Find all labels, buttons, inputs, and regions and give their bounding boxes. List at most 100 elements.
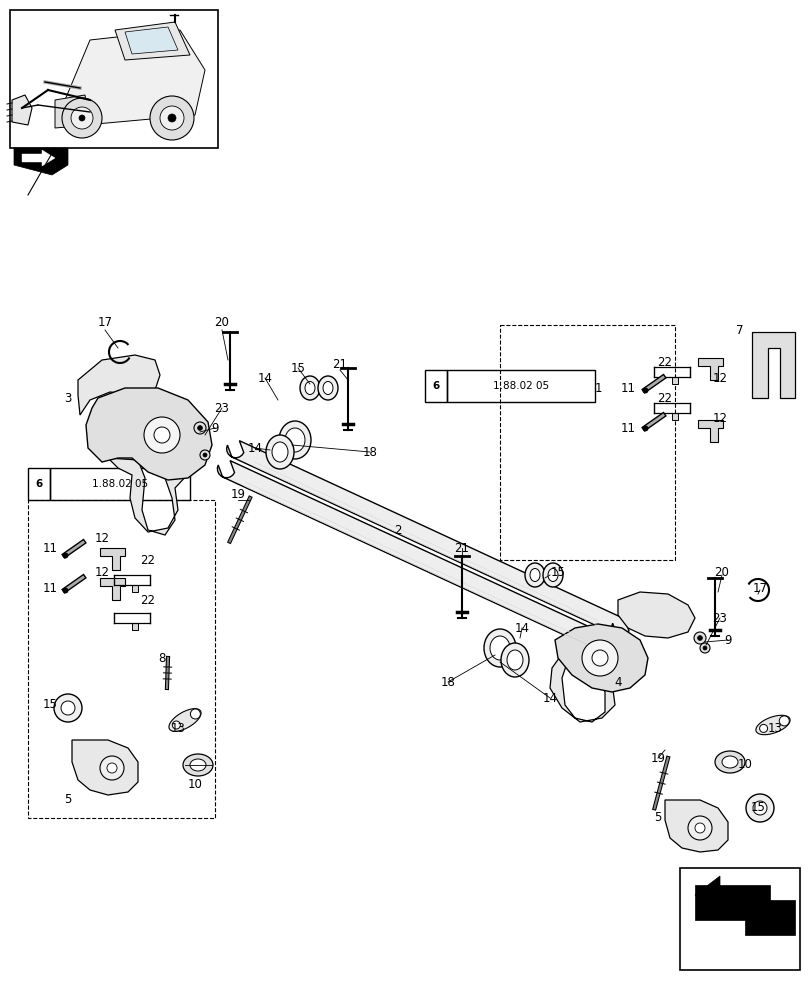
Polygon shape bbox=[115, 22, 190, 60]
Text: 14: 14 bbox=[514, 621, 529, 635]
Ellipse shape bbox=[279, 421, 311, 459]
Ellipse shape bbox=[318, 376, 337, 400]
Polygon shape bbox=[697, 358, 722, 380]
Ellipse shape bbox=[54, 694, 82, 722]
Bar bbox=[679, 868, 799, 970]
Text: 12: 12 bbox=[711, 371, 727, 384]
Ellipse shape bbox=[721, 756, 737, 768]
Ellipse shape bbox=[506, 650, 522, 670]
Circle shape bbox=[203, 453, 207, 457]
Polygon shape bbox=[65, 30, 204, 125]
Text: 1: 1 bbox=[594, 381, 601, 394]
Text: 17: 17 bbox=[97, 316, 113, 328]
Circle shape bbox=[699, 643, 709, 653]
Text: 3: 3 bbox=[64, 391, 71, 404]
Polygon shape bbox=[226, 441, 629, 636]
Text: 15: 15 bbox=[290, 361, 305, 374]
Text: 15: 15 bbox=[42, 698, 58, 712]
Text: 9: 9 bbox=[211, 422, 218, 434]
Circle shape bbox=[591, 650, 607, 666]
Text: 11: 11 bbox=[42, 542, 58, 554]
Text: 17: 17 bbox=[752, 582, 766, 594]
Polygon shape bbox=[108, 458, 190, 535]
Circle shape bbox=[687, 816, 711, 840]
Text: 14: 14 bbox=[247, 442, 262, 454]
Polygon shape bbox=[86, 388, 212, 480]
Circle shape bbox=[71, 107, 93, 129]
Polygon shape bbox=[100, 578, 125, 600]
Polygon shape bbox=[755, 715, 789, 735]
Bar bbox=[10, 10, 217, 148]
Polygon shape bbox=[14, 148, 68, 175]
Text: 11: 11 bbox=[620, 381, 635, 394]
Circle shape bbox=[779, 716, 788, 726]
Text: 22: 22 bbox=[140, 554, 156, 566]
Text: 5: 5 bbox=[64, 793, 71, 806]
Polygon shape bbox=[549, 654, 624, 722]
Polygon shape bbox=[125, 27, 178, 54]
Ellipse shape bbox=[752, 801, 766, 815]
Polygon shape bbox=[22, 150, 55, 166]
Text: 4: 4 bbox=[613, 676, 621, 688]
Text: 11: 11 bbox=[620, 422, 635, 434]
Ellipse shape bbox=[525, 563, 544, 587]
Text: 22: 22 bbox=[657, 391, 672, 404]
Circle shape bbox=[154, 427, 169, 443]
Bar bbox=[28, 500, 215, 818]
Circle shape bbox=[194, 422, 206, 434]
Polygon shape bbox=[132, 623, 138, 630]
Text: 14: 14 bbox=[542, 692, 557, 704]
Circle shape bbox=[697, 636, 702, 640]
Bar bbox=[424, 370, 446, 402]
Text: 21: 21 bbox=[332, 359, 347, 371]
Text: 21: 21 bbox=[454, 542, 469, 554]
Text: 15: 15 bbox=[749, 801, 765, 814]
Text: 7: 7 bbox=[736, 324, 743, 336]
Polygon shape bbox=[554, 624, 647, 692]
Circle shape bbox=[168, 114, 176, 122]
Text: 13: 13 bbox=[170, 722, 185, 734]
Text: 20: 20 bbox=[214, 316, 230, 328]
Circle shape bbox=[694, 823, 704, 833]
Text: 11: 11 bbox=[42, 582, 58, 594]
Text: 19: 19 bbox=[650, 752, 665, 764]
Ellipse shape bbox=[500, 643, 528, 677]
Ellipse shape bbox=[530, 568, 539, 582]
Polygon shape bbox=[100, 548, 125, 570]
Polygon shape bbox=[751, 332, 794, 398]
Polygon shape bbox=[217, 461, 619, 656]
Ellipse shape bbox=[182, 754, 212, 776]
Ellipse shape bbox=[266, 435, 294, 469]
Polygon shape bbox=[132, 585, 138, 592]
Circle shape bbox=[150, 96, 194, 140]
Polygon shape bbox=[672, 377, 677, 384]
Circle shape bbox=[144, 417, 180, 453]
Ellipse shape bbox=[483, 629, 515, 667]
Ellipse shape bbox=[285, 428, 305, 452]
Text: 13: 13 bbox=[766, 722, 782, 734]
Bar bbox=[500, 325, 674, 560]
Text: 8: 8 bbox=[158, 652, 165, 664]
Text: 15: 15 bbox=[550, 566, 564, 578]
Ellipse shape bbox=[61, 701, 75, 715]
Circle shape bbox=[190, 709, 200, 719]
Bar bbox=[50, 468, 190, 500]
Polygon shape bbox=[55, 95, 90, 128]
Circle shape bbox=[197, 426, 202, 430]
Ellipse shape bbox=[323, 381, 333, 394]
Text: 6: 6 bbox=[431, 381, 439, 391]
Polygon shape bbox=[617, 592, 694, 638]
Polygon shape bbox=[12, 95, 32, 125]
Circle shape bbox=[581, 640, 617, 676]
Ellipse shape bbox=[299, 376, 320, 400]
Text: 18: 18 bbox=[363, 446, 377, 458]
Polygon shape bbox=[697, 420, 722, 442]
Polygon shape bbox=[169, 709, 201, 731]
Circle shape bbox=[200, 450, 210, 460]
Text: 14: 14 bbox=[257, 371, 272, 384]
Text: 5: 5 bbox=[654, 811, 661, 824]
Polygon shape bbox=[664, 800, 727, 852]
Text: 1.88.02 05: 1.88.02 05 bbox=[492, 381, 548, 391]
Polygon shape bbox=[72, 740, 138, 795]
Circle shape bbox=[62, 98, 102, 138]
